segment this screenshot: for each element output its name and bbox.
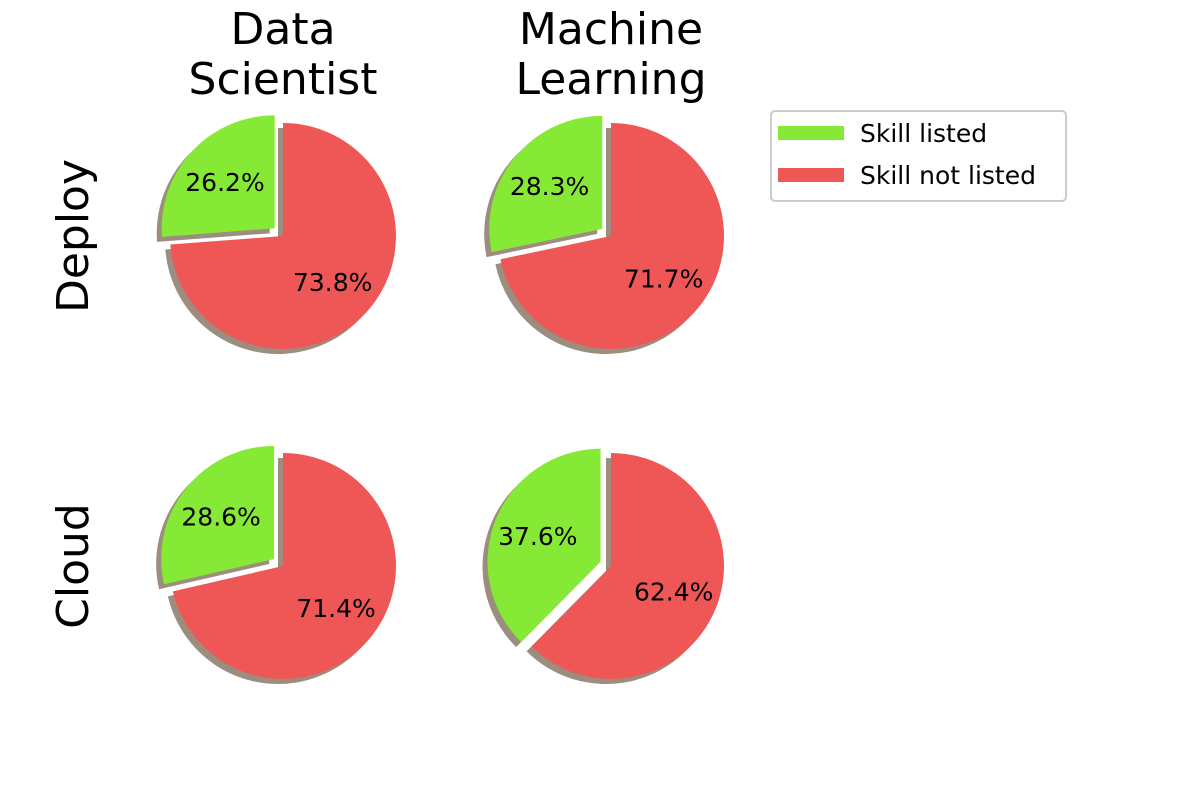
percent-label: 37.6% (498, 522, 577, 551)
legend: Skill listed Skill not listed (770, 110, 1067, 202)
row-title-cloud: Cloud (48, 503, 99, 629)
legend-label-skill-listed: Skill listed (860, 119, 987, 148)
percent-label: 62.4% (634, 578, 713, 607)
pie-wedge-skill-not-listed (172, 453, 396, 679)
percent-label: 26.2% (185, 168, 264, 197)
pie-wedge-skill-listed (161, 445, 275, 585)
column-title-machine-learning: Machine Learning (515, 4, 706, 105)
pie-wedge-skill-not-listed (170, 123, 396, 349)
percent-label: 28.6% (181, 503, 260, 532)
column-title-data-scientist: Data Scientist (189, 4, 378, 105)
column-title-line: Learning (515, 54, 706, 105)
pie-cloud-machine-learning: 37.6% 62.4% (482, 448, 725, 684)
legend-frame (770, 110, 1067, 202)
column-title-line: Scientist (189, 54, 378, 105)
pie-wedge-skill-not-listed (500, 123, 724, 350)
legend-swatch-skill-listed (778, 126, 844, 140)
percent-label: 71.7% (624, 265, 703, 294)
pie-wedge-skill-listed (161, 115, 275, 237)
legend-swatch-skill-not-listed (778, 168, 844, 182)
pie-deploy-data-scientist: 26.2% 73.8% (156, 115, 396, 354)
pie-wedge-skill-listed (489, 115, 603, 253)
column-title-line: Machine (519, 4, 703, 55)
percent-label: 71.4% (296, 594, 375, 623)
pie-wedge-skill-listed (487, 448, 601, 643)
pie-cloud-data-scientist: 28.6% 71.4% (156, 445, 396, 685)
column-title-line: Data (230, 4, 335, 55)
pie-wedge-skill-not-listed (531, 453, 725, 680)
pie-deploy-machine-learning: 28.3% 71.7% (484, 115, 724, 354)
legend-label-skill-not-listed: Skill not listed (860, 161, 1036, 190)
row-title-deploy: Deploy (48, 159, 99, 313)
percent-label: 28.3% (510, 172, 589, 201)
percent-label: 73.8% (293, 268, 372, 297)
